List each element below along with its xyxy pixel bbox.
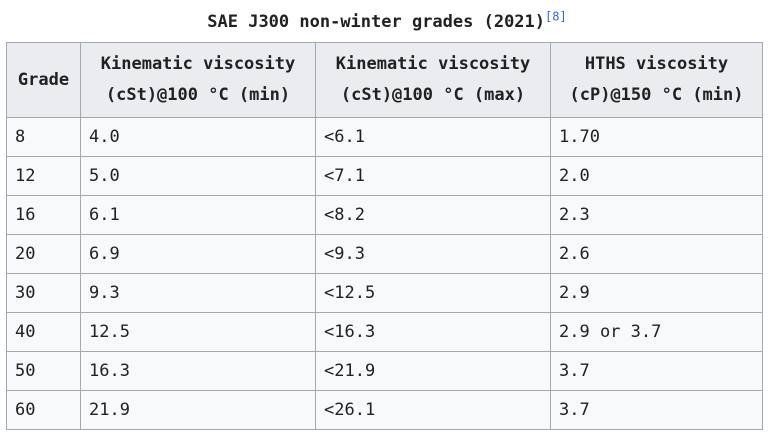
kinematic-max-cell: <6.1	[315, 117, 551, 157]
table-row: 30 9.3 <12.5 2.9	[6, 273, 763, 313]
kinematic-min-cell: 6.1	[80, 195, 316, 235]
kinematic-max-cell: <26.1	[315, 390, 551, 430]
kinematic-max-cell: <16.3	[315, 312, 551, 352]
table-row: 16 6.1 <8.2 2.3	[6, 195, 763, 235]
grade-cell: 30	[6, 273, 81, 313]
caption-title: SAE J300 non-winter grades (2021)	[207, 12, 546, 32]
kinematic-min-cell: 16.3	[80, 351, 316, 391]
grade-cell: 12	[6, 156, 81, 196]
header-hths-min: HTHS viscosity (cP)@150 °C (min)	[550, 42, 763, 118]
kinematic-min-cell: 4.0	[80, 117, 316, 157]
hths-min-cell: 2.6	[550, 234, 763, 274]
kinematic-max-cell: <7.1	[315, 156, 551, 196]
grade-cell: 8	[6, 117, 81, 157]
header-grade: Grade	[6, 42, 81, 118]
viscosity-grades-table: Grade Kinematic viscosity (cSt)@100 °C (…	[6, 42, 763, 430]
kinematic-min-cell: 9.3	[80, 273, 316, 313]
kinematic-min-cell: 12.5	[80, 312, 316, 352]
grade-cell: 20	[6, 234, 81, 274]
kinematic-max-cell: <9.3	[315, 234, 551, 274]
table-row: 8 4.0 <6.1 1.70	[6, 117, 763, 157]
hths-min-cell: 1.70	[550, 117, 763, 157]
header-kinematic-min: Kinematic viscosity (cSt)@100 °C (min)	[80, 42, 316, 118]
kinematic-min-cell: 5.0	[80, 156, 316, 196]
hths-min-cell: 2.9	[550, 273, 763, 313]
kinematic-min-cell: 21.9	[80, 390, 316, 430]
header-row: Grade Kinematic viscosity (cSt)@100 °C (…	[6, 42, 763, 118]
kinematic-max-cell: <8.2	[315, 195, 551, 235]
hths-min-cell: 3.7	[550, 351, 763, 391]
kinematic-min-cell: 6.9	[80, 234, 316, 274]
hths-min-cell: 2.0	[550, 156, 763, 196]
hths-min-cell: 3.7	[550, 390, 763, 430]
hths-min-cell: 2.3	[550, 195, 763, 235]
grade-cell: 40	[6, 312, 81, 352]
hths-min-cell: 2.9 or 3.7	[550, 312, 763, 352]
table-row: 50 16.3 <21.9 3.7	[6, 351, 763, 391]
citation-link[interactable]: [8]	[545, 9, 567, 24]
table-row: 40 12.5 <16.3 2.9 or 3.7	[6, 312, 763, 352]
header-kinematic-max: Kinematic viscosity (cSt)@100 °C (max)	[315, 42, 551, 118]
table-caption: SAE J300 non-winter grades (2021)[8]	[0, 9, 774, 33]
grade-cell: 60	[6, 390, 81, 430]
table-row: 12 5.0 <7.1 2.0	[6, 156, 763, 196]
table-row: 60 21.9 <26.1 3.7	[6, 390, 763, 430]
kinematic-max-cell: <21.9	[315, 351, 551, 391]
kinematic-max-cell: <12.5	[315, 273, 551, 313]
table-row: 20 6.9 <9.3 2.6	[6, 234, 763, 274]
grade-cell: 16	[6, 195, 81, 235]
grade-cell: 50	[6, 351, 81, 391]
